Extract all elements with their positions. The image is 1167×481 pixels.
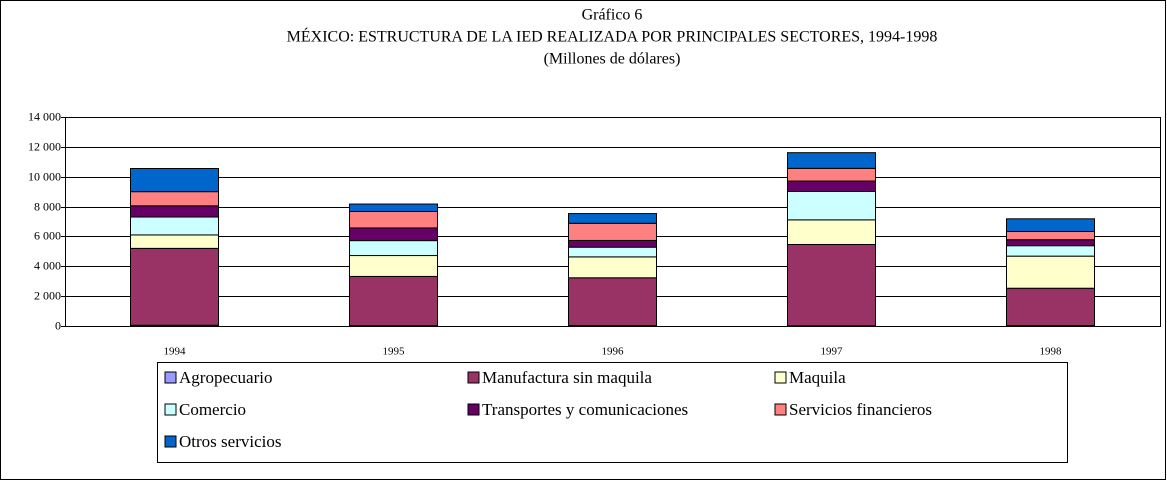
bar-segment — [568, 213, 657, 224]
bar-segment — [349, 203, 438, 212]
bar-segment — [568, 222, 657, 241]
bar-segment — [1006, 218, 1095, 233]
legend-swatch — [467, 371, 480, 384]
bar-segment — [349, 240, 438, 257]
bar-segment — [349, 275, 438, 327]
legend-label: Maquila — [789, 368, 846, 387]
chart-units: (Millones de dólares) — [544, 51, 681, 68]
bar-segment — [568, 277, 657, 327]
chart-title: Gráfico 6 — [582, 7, 643, 24]
bar-segment — [787, 243, 876, 327]
chart-subtitle: MÉXICO: ESTRUCTURA DE LA IED REALIZADA P… — [287, 27, 938, 46]
x-tick-label: 1998 — [1040, 346, 1063, 358]
bar-segment — [349, 227, 438, 242]
bar-segment — [1006, 287, 1095, 327]
legend-swatch — [774, 371, 787, 384]
bar-segment — [349, 210, 438, 229]
x-tick-label: 1996 — [602, 346, 625, 358]
bar-segment — [568, 246, 657, 258]
legend-swatch — [164, 435, 177, 448]
y-tick-label: 4 000 — [34, 258, 61, 272]
legend-swatch — [774, 403, 787, 416]
y-tick-label: 8 000 — [34, 199, 61, 213]
legend-label: Agropecuario — [179, 368, 272, 387]
legend-label: Servicios financieros — [789, 400, 932, 419]
bar-segment — [568, 239, 657, 248]
y-tick-label: 2 000 — [34, 288, 61, 302]
bar-segment — [787, 152, 876, 169]
y-tick-label: 6 000 — [34, 228, 61, 242]
bar-segment — [1006, 231, 1095, 241]
bar-segment — [787, 167, 876, 182]
bar-segment — [130, 191, 219, 207]
bar-segment — [1006, 239, 1095, 247]
bar-segment — [568, 256, 657, 279]
bar-segment — [130, 205, 219, 218]
y-tick-label: 12 000 — [28, 139, 61, 153]
bar-segment — [1006, 255, 1095, 289]
bar-segment — [1006, 245, 1095, 257]
y-tick-label: 14 000 — [28, 109, 61, 123]
y-tick-label: 10 000 — [28, 169, 61, 183]
legend-label: Manufactura sin maquila — [482, 368, 652, 387]
bar-segment — [130, 168, 219, 193]
bar-segment — [787, 180, 876, 192]
legend-swatch — [164, 403, 177, 416]
legend-swatch — [164, 371, 177, 384]
bar-segment — [787, 190, 876, 221]
x-tick-label: 1995 — [383, 346, 406, 358]
legend-label: Otros servicios — [179, 432, 281, 451]
bar-segment — [787, 219, 876, 245]
bar-segment — [349, 255, 438, 277]
legend-swatch — [467, 403, 480, 416]
y-tick-label: 0 — [55, 318, 61, 332]
x-tick-label: 1997 — [821, 346, 844, 358]
bar-segment — [130, 216, 219, 236]
legend-label: Transportes y comunicaciones — [482, 400, 688, 419]
bar-segment — [130, 247, 219, 326]
bar-segment — [130, 234, 219, 249]
x-tick-label: 1994 — [164, 346, 187, 358]
legend-box — [157, 362, 1068, 463]
legend-label: Comercio — [179, 400, 246, 419]
